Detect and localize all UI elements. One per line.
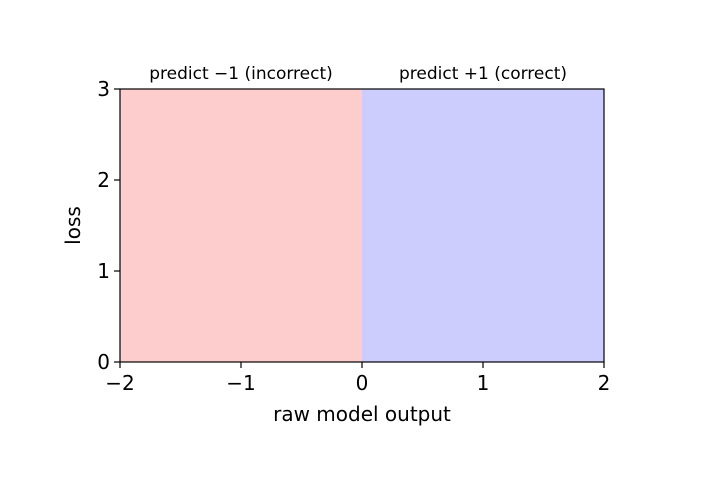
y-axis: 0 1 2 3 [97,77,120,374]
y-tick-label-1: 1 [97,259,110,283]
x-tick-label-4: 2 [598,371,611,395]
region-0 [120,89,362,362]
regions [120,89,604,362]
y-tick-label-3: 3 [97,77,110,101]
region-label-0: predict −1 (incorrect) [149,64,333,84]
region-labels: predict −1 (incorrect) predict +1 (correc… [149,64,567,84]
x-tick-label-2: 0 [356,371,369,395]
x-tick-label-3: 1 [477,371,490,395]
y-tick-label-2: 2 [97,168,110,192]
region-1 [362,89,604,362]
x-axis-label: raw model output [273,402,451,426]
x-tick-label-1: −1 [226,371,255,395]
x-tick-label-0: −2 [105,371,134,395]
y-axis-label: loss [61,206,85,245]
x-axis: −2 −1 0 1 2 [105,362,610,395]
y-tick-label-0: 0 [97,350,110,374]
region-label-1: predict +1 (correct) [399,64,567,84]
